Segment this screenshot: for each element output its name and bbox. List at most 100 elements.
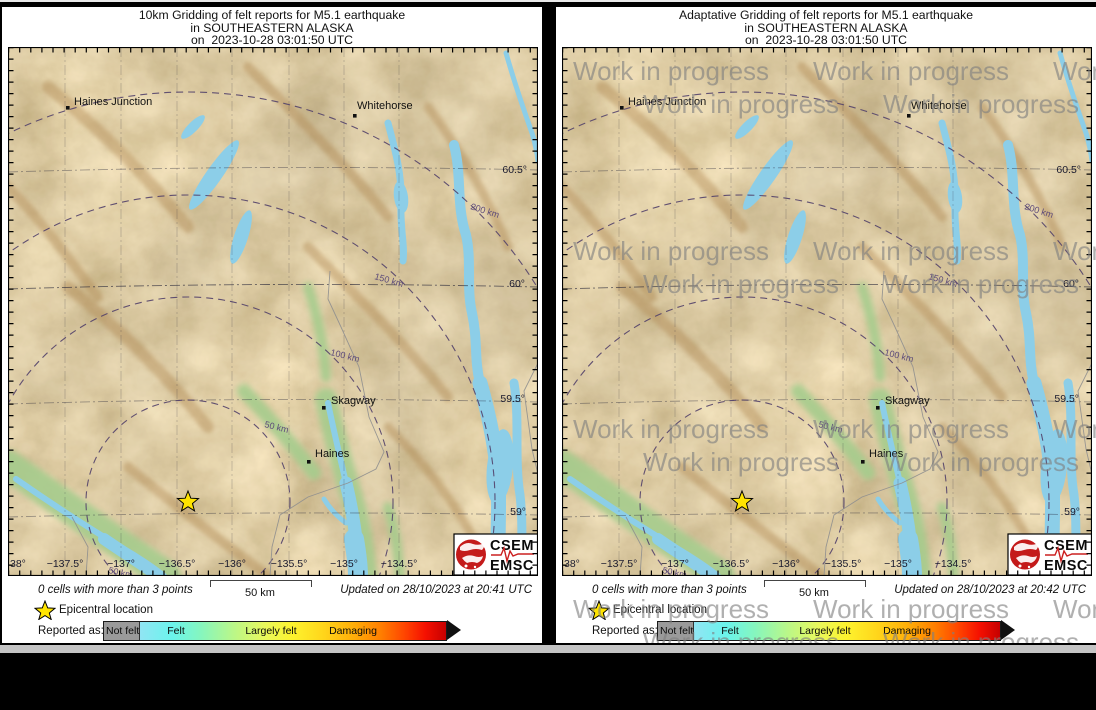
colorbar-label-not-felt: Not felt	[660, 624, 694, 637]
latitude-labels: 60.5° 60° 59.5° 59°	[500, 164, 527, 518]
logo-text-emsc: EMSC	[490, 558, 534, 574]
logo-seismogram-icon	[491, 545, 534, 564]
logo-text-emsc: EMSC	[1044, 558, 1088, 574]
lon-label-135-5: −135.5°	[825, 558, 862, 570]
lon-label-137: −137°	[661, 558, 689, 570]
lon-label-137-5: −137.5°	[47, 558, 84, 570]
lon-label-135: −135°	[884, 558, 912, 570]
logo-seismogram-icon	[1045, 545, 1088, 564]
cells-note: 0 cells with more than 3 points	[38, 584, 193, 596]
colorbar-label-damaging: Damaging	[883, 624, 931, 637]
panel-title-line2: in SOUTHEASTERN ALASKA	[744, 20, 908, 35]
intensity-colorbar: Not felt Felt Largely felt Damaging	[657, 621, 1001, 641]
city-label-haines: Haines	[869, 448, 904, 460]
colorbar-label-damaging: Damaging	[329, 624, 377, 637]
lon-label-134-5: −134.5°	[935, 558, 972, 570]
panel-10km-gridding: 10km Gridding of felt reports for M5.1 e…	[2, 7, 542, 643]
colorbar-label-largely-felt: Largely felt	[245, 624, 297, 637]
legend-epicenter-star-icon	[588, 600, 610, 620]
panel-title-line3: on 2023-10-28 03:01:50 UTC	[745, 33, 907, 48]
epicenter-legend-label: Epicentral location	[613, 604, 707, 616]
legend-area: 0 cells with more than 3 points 50 km Up…	[556, 576, 1096, 643]
updated-timestamp: Updated on 28/10/2023 at 20:41 UTC	[340, 584, 532, 596]
political-boundaries	[71, 270, 542, 577]
lon-label-135-5: −135.5°	[271, 558, 308, 570]
colorbar-label-not-felt: Not felt	[106, 624, 140, 637]
map-10km: 50 km 100 km 150 km 200 km 50 km 60.5° 6…	[2, 46, 542, 643]
lat-label-60: 60°	[509, 278, 525, 290]
not-felt-swatch	[658, 622, 694, 640]
lon-label-138: 38°	[564, 558, 580, 570]
intensity-colorbar: Not felt Felt Largely felt Damaging	[103, 621, 447, 641]
colorbar-arrow-icon	[1001, 620, 1015, 640]
lon-label-137: −137°	[107, 558, 135, 570]
map-adaptative: 50 km 100 km 150 km 200 km 50 km 60.5° 6…	[562, 47, 1092, 576]
panel-title-line1: Adaptative Gridding of felt reports for …	[678, 8, 974, 22]
felt-map-svg: 50 km 100 km 150 km 200 km 50 km 60.5° 6…	[2, 46, 542, 643]
lat-label-59: 59°	[510, 506, 526, 518]
reported-as-label: Reported as:	[38, 625, 104, 637]
longitude-labels: 38° −137.5° −137° −136.5° −136° −135.5° …	[564, 558, 971, 570]
panel-adaptative-gridding: Adaptative Gridding of felt reports for …	[556, 7, 1096, 643]
panel-title: Adaptative Gridding of felt reports for …	[556, 9, 1096, 47]
lon-label-135: −135°	[330, 558, 358, 570]
legend-epicenter-star-icon	[34, 600, 56, 620]
panel-title-line1: 10km Gridding of felt reports for M5.1 e…	[138, 8, 406, 22]
lat-label-59-5: 59.5°	[1054, 393, 1079, 405]
graticule-lines	[7, 47, 539, 576]
city-label-whitehorse: Whitehorse	[911, 100, 967, 112]
city-label-haines-junction: Haines Junction	[628, 96, 706, 108]
lat-label-60: 60°	[1063, 278, 1079, 290]
lon-label-136: −136°	[218, 558, 246, 570]
scale-bar-label: 50 km	[245, 587, 275, 599]
lon-label-136-5: −136.5°	[713, 558, 750, 570]
city-label-skagway: Skagway	[331, 395, 376, 407]
lat-label-60-5: 60.5°	[1056, 164, 1081, 176]
lon-label-134-5: −134.5°	[381, 558, 418, 570]
cells-note: 0 cells with more than 3 points	[592, 584, 747, 596]
terrain-base	[2, 47, 542, 643]
updated-timestamp: Updated on 28/10/2023 at 20:42 UTC	[894, 584, 1086, 596]
epicenter-star-icon	[176, 489, 200, 513]
legend-area: 0 cells with more than 3 points 50 km Up…	[2, 576, 542, 643]
csem-emsc-logo: CSEM EMSC	[453, 533, 540, 576]
longitude-labels: 38° −137.5° −137° −136.5° −136° −135.5° …	[10, 558, 417, 570]
epicenter-star-icon	[730, 489, 754, 513]
city-label-haines: Haines	[315, 448, 350, 460]
lat-label-59-5: 59.5°	[500, 393, 525, 405]
latitude-labels: 60.5° 60° 59.5° 59°	[1054, 164, 1081, 518]
csem-emsc-logo: CSEM EMSC	[1007, 533, 1094, 576]
lon-label-137-5: −137.5°	[601, 558, 638, 570]
colorbar-label-felt: Felt	[721, 624, 739, 637]
city-label-skagway: Skagway	[885, 395, 930, 407]
panel-title-line2: in SOUTHEASTERN ALASKA	[190, 20, 354, 35]
felt-map-svg: 50 km 100 km 150 km 200 km 50 km 60.5° 6…	[562, 47, 1092, 576]
colorbar-label-felt: Felt	[167, 624, 185, 637]
city-label-whitehorse: Whitehorse	[357, 100, 413, 112]
city-markers: Haines Junction Whitehorse Skagway Haine…	[620, 96, 967, 464]
colorbar-arrow-icon	[447, 620, 461, 640]
logo-text-csem: CSEM	[490, 538, 534, 554]
reported-as-label: Reported as:	[592, 625, 658, 637]
lat-label-59: 59°	[1064, 506, 1080, 518]
mountain-ridges	[3, 62, 513, 581]
panel-title-line3: on 2023-10-28 03:01:50 UTC	[191, 33, 353, 48]
lon-label-138: 38°	[10, 558, 26, 570]
city-label-haines-junction: Haines Junction	[74, 96, 152, 108]
top-edge-strip	[0, 0, 1096, 2]
not-felt-swatch	[104, 622, 140, 640]
lat-label-60-5: 60.5°	[502, 164, 527, 176]
bottom-gray-strip	[0, 645, 1096, 653]
map-frame	[561, 46, 1093, 577]
colorbar-label-largely-felt: Largely felt	[799, 624, 851, 637]
scale-bar-label: 50 km	[799, 587, 829, 599]
scale-bar	[210, 580, 312, 587]
map-frame	[7, 46, 539, 577]
lon-label-136: −136°	[772, 558, 800, 570]
lon-label-136-5: −136.5°	[159, 558, 196, 570]
city-markers: Haines Junction Whitehorse Skagway Haine…	[66, 96, 413, 464]
scale-bar	[764, 580, 866, 587]
logo-text-csem: CSEM	[1044, 538, 1088, 554]
panel-title: 10km Gridding of felt reports for M5.1 e…	[2, 9, 542, 47]
